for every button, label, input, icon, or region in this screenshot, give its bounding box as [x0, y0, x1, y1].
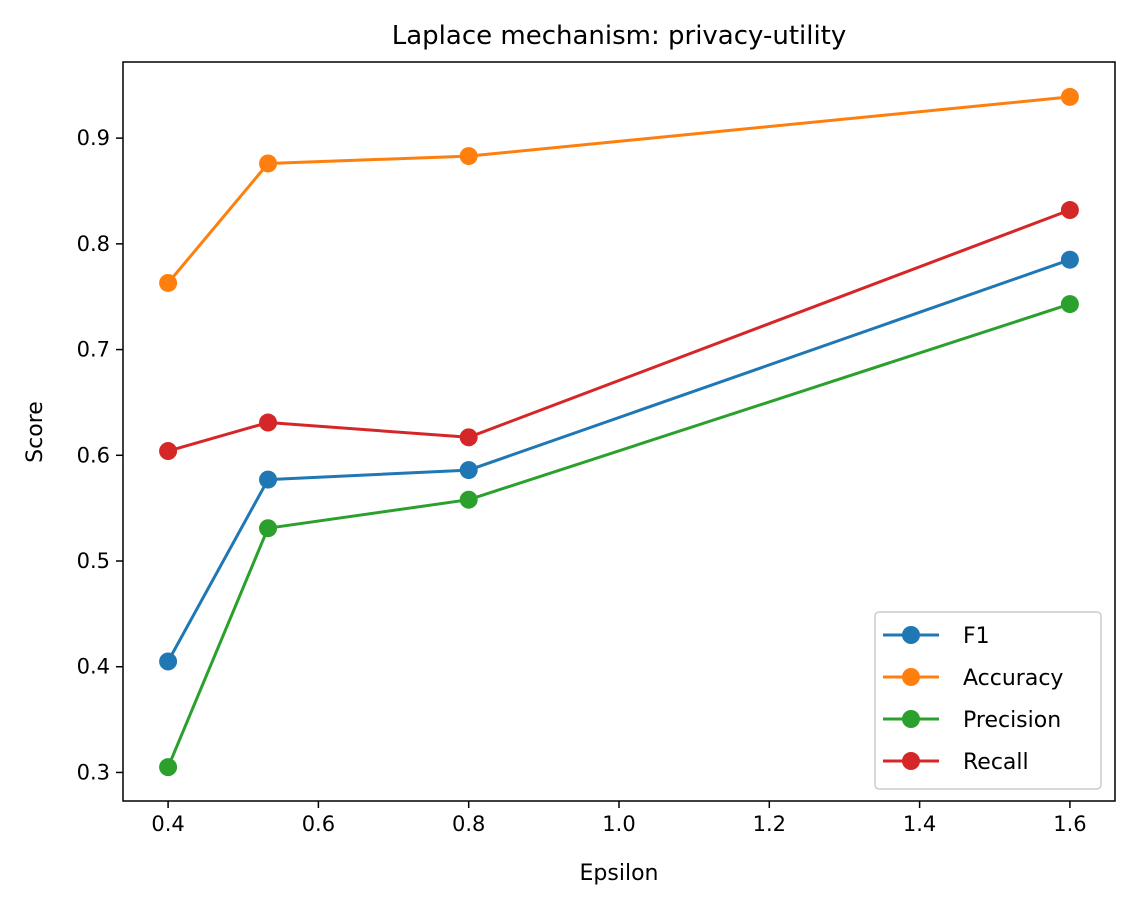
x-axis-label: Epsilon [580, 861, 659, 886]
series-accuracy [159, 87, 1079, 292]
plot-frame [122, 61, 1116, 802]
y-axis-label: Score [23, 401, 48, 463]
legend-item-recall: Recall [883, 750, 1029, 775]
legend-item-accuracy: Accuracy [883, 666, 1063, 691]
data-point-precision [159, 758, 178, 777]
y-axis: 0.3 0.4 0.5 0.6 0.7 0.8 0.9 [77, 126, 123, 784]
series-layer [159, 87, 1079, 777]
chart-title: Laplace mechanism: privacy-utility [392, 21, 847, 51]
y-tick-label: 0.9 [77, 126, 110, 150]
data-point-f1 [259, 470, 278, 489]
data-point-recall [159, 442, 178, 461]
legend-item-f1: F1 [883, 624, 990, 649]
legend-label: Precision [963, 708, 1061, 733]
x-tick-label: 0.8 [452, 812, 485, 836]
y-tick-label: 0.5 [77, 549, 110, 573]
legend-marker [902, 752, 920, 770]
x-tick-label: 1.6 [1053, 812, 1086, 836]
legend-label: Accuracy [963, 666, 1063, 691]
y-tick-label: 0.4 [77, 655, 110, 679]
series-line-recall [167, 208, 1071, 453]
legend-marker [902, 710, 920, 728]
x-axis: 0.4 0.6 0.8 1.0 1.2 1.4 1.6 [151, 801, 1087, 836]
legend-item-precision: Precision [883, 708, 1061, 733]
data-point-f1 [159, 652, 178, 671]
y-tick-label: 0.6 [77, 443, 110, 467]
legend-marker [902, 626, 920, 644]
legend: F1 Accuracy Precision Recall [874, 611, 1102, 790]
x-tick-label: 1.0 [602, 812, 635, 836]
x-tick-label: 1.4 [903, 812, 936, 836]
legend-label: Recall [963, 750, 1029, 775]
y-tick-label: 0.3 [77, 760, 110, 784]
data-point-accuracy [259, 154, 278, 173]
series-recall [159, 201, 1079, 461]
data-point-accuracy [459, 147, 478, 166]
x-tick-label: 0.6 [302, 812, 335, 836]
data-point-recall [259, 413, 278, 432]
x-tick-label: 0.4 [151, 812, 184, 836]
data-point-precision [1060, 295, 1079, 314]
legend-marker [902, 668, 920, 686]
data-point-recall [1060, 201, 1079, 220]
y-tick-label: 0.8 [77, 232, 110, 256]
data-point-precision [459, 490, 478, 509]
data-point-f1 [459, 461, 478, 480]
legend-box [874, 611, 1102, 790]
data-point-precision [259, 519, 278, 538]
series-f1 [159, 250, 1079, 671]
data-point-f1 [1060, 250, 1079, 269]
x-tick-label: 1.2 [753, 812, 786, 836]
data-point-accuracy [1060, 87, 1079, 106]
data-point-accuracy [159, 273, 178, 292]
series-line-accuracy [166, 95, 1071, 284]
series-line-f1 [166, 258, 1071, 663]
y-tick-label: 0.7 [77, 338, 110, 362]
legend-label: F1 [963, 624, 990, 649]
series-precision [159, 295, 1079, 777]
data-point-recall [459, 428, 478, 447]
series-line-precision [166, 302, 1071, 768]
